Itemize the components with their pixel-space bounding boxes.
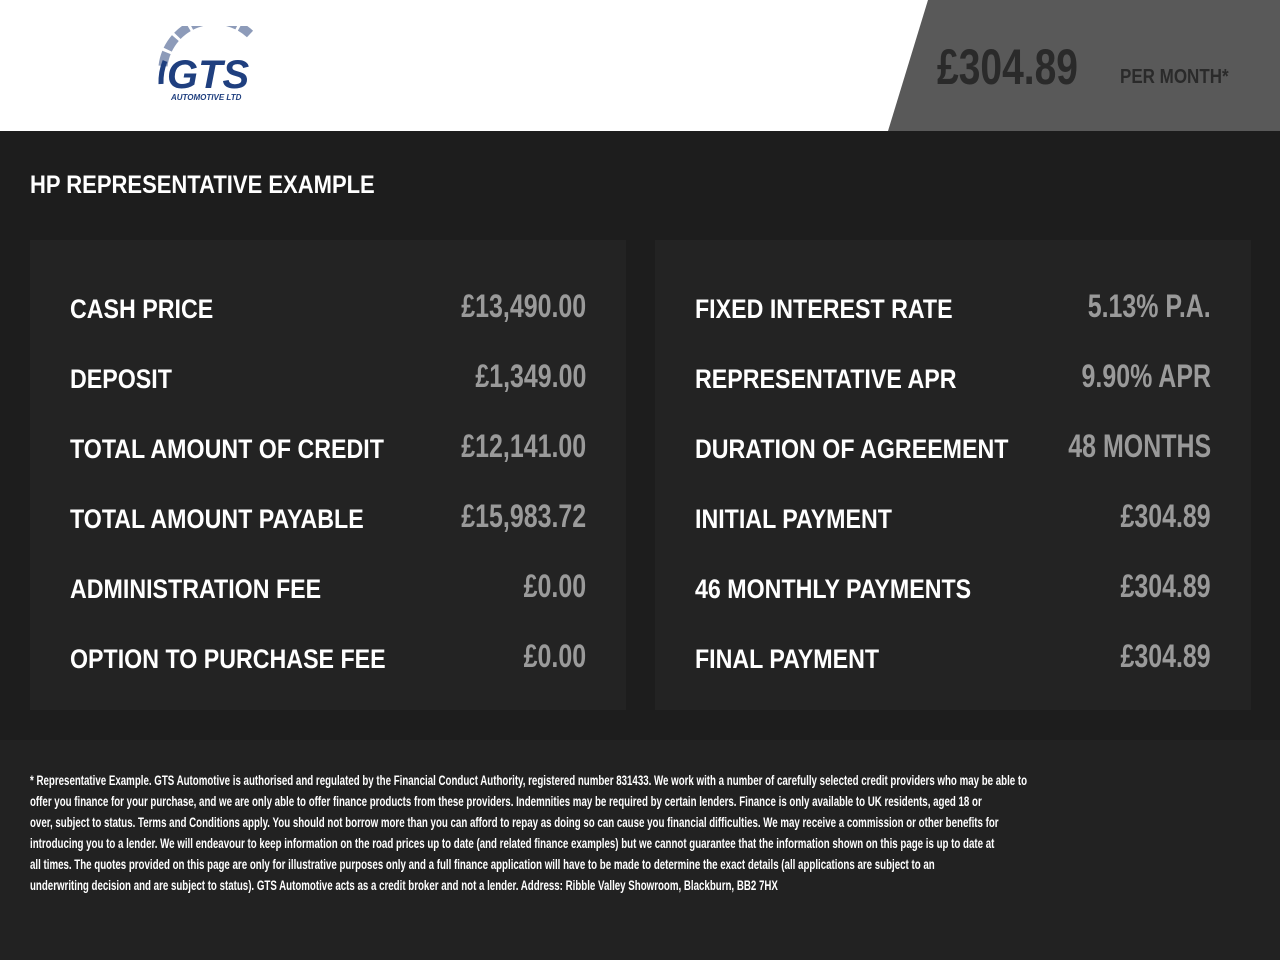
row-value: £1,349.00 — [474, 358, 586, 394]
disclaimer-line: all times. The quotes provided on this p… — [30, 857, 935, 872]
per-month-label: PER MONTH* — [1120, 66, 1229, 88]
row-value: £15,983.72 — [461, 498, 586, 534]
row-value: £13,490.00 — [461, 288, 586, 324]
disclaimer-line: * Representative Example. GTS Automotive… — [30, 773, 1028, 788]
finance-row: DURATION OF AGREEMENT 48 MONTHS — [695, 428, 1211, 468]
right-panel: FIXED INTEREST RATE 5.13% P.A. REPRESENTAT… — [655, 240, 1251, 710]
row-label: 46 MONTHLY PAYMENTS — [695, 574, 972, 604]
row-label: INITIAL PAYMENT — [695, 504, 892, 534]
finance-row: REPRESENTATIVE APR 9.90% APR — [695, 358, 1211, 398]
row-value: £304.89 — [1120, 638, 1211, 674]
left-panel: CASH PRICE £13,490.00 DEPOSIT £1,349.00 TOTA… — [30, 240, 626, 710]
finance-row: OPTION TO PURCHASE FEE £0.00 — [70, 638, 586, 678]
finance-row: INITIAL PAYMENT £304.89 — [695, 498, 1211, 538]
finance-row: TOTAL AMOUNT OF CREDIT £12,141.00 — [70, 428, 586, 468]
finance-row: TOTAL AMOUNT PAYABLE £15,983.72 — [70, 498, 586, 538]
price-box — [888, 0, 1280, 131]
finance-row: CASH PRICE £13,490.00 — [70, 288, 586, 328]
finance-row: FINAL PAYMENT £304.89 — [695, 638, 1211, 678]
row-value: £0.00 — [523, 568, 586, 604]
row-label: FIXED INTEREST RATE — [695, 294, 953, 324]
disclaimer: * Representative Example. GTS Automotive… — [30, 770, 1280, 896]
monthly-price: £304.89 — [937, 39, 1078, 95]
row-value: £304.89 — [1120, 498, 1211, 534]
finance-row: FIXED INTEREST RATE 5.13% P.A. — [695, 288, 1211, 328]
gts-logo[interactable]: GTS AUTOMOTIVE LTD — [155, 15, 275, 111]
row-label: TOTAL AMOUNT OF CREDIT — [70, 434, 384, 464]
row-label: ADMINISTRATION FEE — [70, 574, 322, 604]
row-value: £0.00 — [523, 638, 586, 674]
finance-row: 46 MONTHLY PAYMENTS £304.89 — [695, 568, 1211, 608]
row-value: 48 MONTHS — [1068, 428, 1211, 464]
disclaimer-line: introducing you to a lender. We will end… — [30, 836, 995, 851]
row-label: DEPOSIT — [70, 364, 172, 394]
row-label: TOTAL AMOUNT PAYABLE — [70, 504, 364, 534]
footer: * Representative Example. GTS Automotive… — [0, 740, 1280, 960]
page-title: HP REPRESENTATIVE EXAMPLE — [30, 171, 375, 199]
svg-text:GTS: GTS — [167, 53, 250, 97]
svg-text:AUTOMOTIVE LTD: AUTOMOTIVE LTD — [170, 93, 242, 102]
header: GTS AUTOMOTIVE LTD £304.89 PER MONTH* — [0, 0, 1280, 131]
disclaimer-line: underwriting decision and are subject to… — [30, 878, 778, 893]
row-value: £12,141.00 — [461, 428, 586, 464]
row-label: FINAL PAYMENT — [695, 644, 880, 674]
disclaimer-line: over, subject to status. Terms and Condi… — [30, 815, 999, 830]
row-label: OPTION TO PURCHASE FEE — [70, 644, 386, 674]
row-label: REPRESENTATIVE APR — [695, 364, 957, 394]
disclaimer-line: offer you finance for your purchase, and… — [30, 794, 982, 809]
row-label: CASH PRICE — [70, 294, 214, 324]
finance-row: ADMINISTRATION FEE £0.00 — [70, 568, 586, 608]
row-value: £304.89 — [1120, 568, 1211, 604]
row-value: 9.90% APR — [1081, 358, 1211, 394]
finance-row: DEPOSIT £1,349.00 — [70, 358, 586, 398]
row-label: DURATION OF AGREEMENT — [695, 434, 1009, 464]
row-value: 5.13% P.A. — [1087, 288, 1211, 324]
